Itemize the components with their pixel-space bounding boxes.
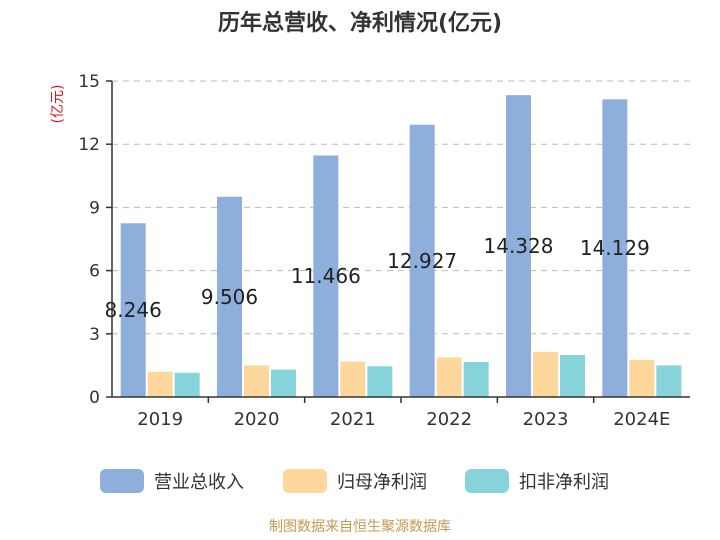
chart-title: 历年总营收、净利情况(亿元) <box>218 10 502 36</box>
y-tick-label: 9 <box>89 198 100 218</box>
bar-3 <box>560 355 585 397</box>
y-tick-label: 12 <box>78 135 100 155</box>
bar-2 <box>436 357 462 397</box>
legend-swatch-2 <box>283 469 327 493</box>
data-label: 14.129 <box>580 236 650 260</box>
data-label: 14.328 <box>484 234 554 258</box>
x-tick-label: 2022 <box>426 409 472 430</box>
x-tick-label: 2019 <box>137 409 183 430</box>
bar-1 <box>602 99 628 398</box>
y-axis-label: (亿元) <box>50 85 66 124</box>
bars <box>120 95 682 398</box>
bar-1 <box>217 196 242 397</box>
bar-1 <box>120 223 146 397</box>
data-labels: 8.246 9.506 11.466 12.927 14.328 14.129 <box>105 234 650 322</box>
y-tick-label: 15 <box>78 72 100 92</box>
grid-lines <box>112 80 690 335</box>
data-label: 8.246 <box>105 298 162 322</box>
data-label: 12.927 <box>387 249 457 273</box>
bar-2 <box>340 361 366 397</box>
bar-3 <box>271 369 296 397</box>
y-tick-label: 0 <box>89 388 100 408</box>
bar-3 <box>174 372 200 397</box>
legend-label-1: 营业总收入 <box>154 472 244 493</box>
data-label: 9.506 <box>201 285 258 309</box>
bar-2 <box>147 371 173 397</box>
bar-1 <box>313 155 339 397</box>
legend-swatch-3 <box>465 469 509 493</box>
y-tick-label: 6 <box>89 262 100 282</box>
bar-2 <box>533 351 558 397</box>
legend-label-2: 归母净利润 <box>337 472 427 493</box>
bar-2 <box>244 365 269 397</box>
source-note: 制图数据来自恒生聚源数据库 <box>269 519 451 535</box>
bar-2 <box>629 359 655 397</box>
legend-swatch-1 <box>100 469 144 493</box>
x-tick-label: 2023 <box>523 409 569 430</box>
legend-label-3: 扣非净利润 <box>519 472 609 493</box>
legend: 营业总收入 归母净利润 扣非净利润 <box>100 469 609 493</box>
bar-3 <box>656 365 682 397</box>
data-label: 11.466 <box>291 264 361 288</box>
axes: 0 3 6 9 12 15 2019 2020 2021 2022 2023 2024E <box>78 72 690 430</box>
bar-1 <box>506 95 531 397</box>
x-tick-label: 2021 <box>330 409 376 430</box>
bar-3 <box>463 362 489 397</box>
bar-3 <box>367 366 393 397</box>
x-tick-label: 2020 <box>234 409 280 430</box>
y-tick-label: 3 <box>89 325 100 345</box>
x-tick-label: 2024E <box>613 409 670 430</box>
bar-1 <box>409 124 435 397</box>
